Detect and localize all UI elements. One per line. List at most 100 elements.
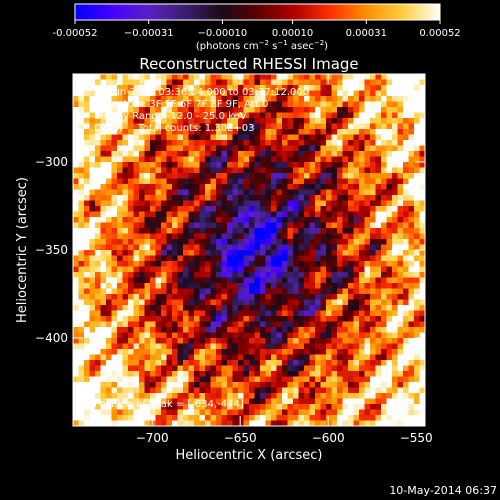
heatmap-cell [100, 112, 107, 119]
heatmap-cell [337, 233, 343, 240]
heatmap-cell [320, 206, 327, 212]
heatmap-cell [375, 316, 382, 322]
heatmap-cell [326, 162, 332, 168]
heatmap-cell [381, 365, 387, 372]
heatmap-cell [419, 107, 425, 113]
heatmap-cell [337, 255, 343, 262]
heatmap-cell [150, 173, 156, 179]
heatmap-cell [144, 404, 151, 410]
heatmap-cell [370, 343, 376, 350]
heatmap-cell [122, 101, 129, 108]
heatmap-cell [144, 222, 151, 229]
heatmap-cell [84, 365, 90, 372]
heatmap-cell [397, 382, 404, 388]
heatmap-cell [254, 250, 261, 256]
heatmap-cell [320, 140, 327, 146]
heatmap-cell [106, 228, 112, 234]
heatmap-cell [342, 272, 349, 278]
heatmap-cell [133, 140, 140, 146]
heatmap-cell [95, 162, 101, 168]
heatmap-cell [260, 123, 266, 130]
heatmap-cell [359, 101, 365, 108]
heatmap-cell [342, 200, 349, 207]
heatmap-cell [183, 118, 189, 124]
heatmap-cell [293, 261, 299, 267]
heatmap-cell [232, 184, 239, 190]
heatmap-cell [199, 228, 206, 234]
heatmap-cell [265, 123, 272, 130]
heatmap-cell [331, 321, 338, 328]
heatmap-cell [370, 178, 376, 185]
heatmap-cell [309, 233, 316, 240]
heatmap-cell [260, 233, 266, 240]
heatmap-cell [95, 184, 101, 190]
heatmap-cell [205, 134, 211, 141]
heatmap-cell [414, 349, 420, 355]
heatmap-cell [375, 343, 382, 350]
heatmap-cell [403, 299, 409, 306]
heatmap-cell [89, 288, 96, 295]
heatmap-cell [359, 250, 365, 256]
heatmap-cell [95, 74, 101, 80]
heatmap-cell [155, 349, 162, 355]
heatmap-cell [73, 376, 79, 383]
heatmap-cell [260, 195, 266, 201]
heatmap-cell [271, 101, 277, 108]
heatmap-cell [84, 299, 90, 306]
heatmap-cell [254, 288, 261, 295]
heatmap-cell [331, 145, 338, 152]
heatmap-cell [73, 96, 79, 102]
heatmap-cell [320, 189, 327, 196]
heatmap-cell [89, 310, 96, 317]
heatmap-cell [408, 145, 415, 152]
heatmap-cell [84, 354, 90, 361]
heatmap-cell [309, 79, 316, 86]
heatmap-cell [381, 85, 387, 91]
heatmap-cell [232, 211, 239, 218]
heatmap-cell [188, 288, 195, 295]
heatmap-cell [122, 200, 129, 207]
heatmap-cell [282, 112, 288, 119]
heatmap-cell [205, 228, 211, 234]
heatmap-cell [128, 371, 134, 377]
heatmap-cell [232, 272, 239, 278]
heatmap-cell [326, 74, 332, 80]
heatmap-cell [73, 195, 79, 201]
heatmap-cell [304, 184, 310, 190]
heatmap-cell [419, 393, 425, 399]
heatmap-cell [210, 327, 217, 333]
heatmap-cell [177, 294, 184, 300]
heatmap-cell [232, 398, 239, 405]
heatmap-cell [419, 310, 425, 317]
heatmap-cell [106, 321, 112, 328]
heatmap-cell [95, 343, 101, 350]
heatmap-cell [117, 376, 123, 383]
heatmap-cell [210, 74, 217, 80]
heatmap-cell [271, 178, 277, 185]
heatmap-cell [419, 189, 425, 196]
heatmap-cell [403, 382, 409, 388]
heatmap-cell [309, 277, 316, 284]
heatmap-cell [177, 409, 184, 416]
heatmap-cell [106, 409, 112, 416]
heatmap-cell [205, 371, 211, 377]
heatmap-cell [397, 74, 404, 80]
heatmap-cell [106, 277, 112, 284]
heatmap-cell [353, 376, 360, 383]
heatmap-cell [128, 129, 134, 135]
heatmap-cell [227, 162, 233, 168]
heatmap-cell [249, 261, 255, 267]
heatmap-cell [155, 74, 162, 80]
heatmap-cell [161, 96, 167, 102]
heatmap-cell [232, 277, 239, 284]
heatmap-cell [381, 151, 387, 157]
heatmap-cell [309, 409, 316, 416]
heatmap-cell [78, 85, 85, 91]
heatmap-cell [210, 167, 217, 174]
heatmap-cell [166, 145, 173, 152]
heatmap-cell [397, 387, 404, 394]
heatmap-cell [287, 272, 294, 278]
heatmap-cell [177, 228, 184, 234]
heatmap-cell [298, 371, 305, 377]
heatmap-cell [221, 101, 228, 108]
